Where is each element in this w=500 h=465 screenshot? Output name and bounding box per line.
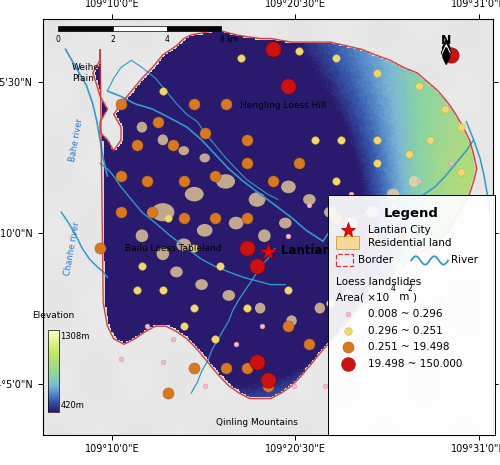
Text: 0.251 ~ 19.498: 0.251 ~ 19.498 <box>368 342 449 352</box>
Text: River: River <box>452 255 478 266</box>
Text: Qinling Mountains: Qinling Mountains <box>216 418 298 426</box>
Polygon shape <box>442 40 450 56</box>
Ellipse shape <box>178 146 189 155</box>
Ellipse shape <box>370 279 380 290</box>
Ellipse shape <box>185 187 204 201</box>
Text: 1308m: 1308m <box>60 332 90 341</box>
Text: Chanhe river: Chanhe river <box>62 221 81 276</box>
Ellipse shape <box>216 174 235 189</box>
Text: Lantian City: Lantian City <box>368 225 430 235</box>
Ellipse shape <box>314 303 325 313</box>
Ellipse shape <box>409 176 419 187</box>
Ellipse shape <box>279 218 291 228</box>
Ellipse shape <box>136 229 148 242</box>
Ellipse shape <box>324 207 336 218</box>
Ellipse shape <box>366 207 378 218</box>
Text: N: N <box>441 34 452 47</box>
Bar <box>336 236 359 249</box>
Text: 4: 4 <box>164 35 170 44</box>
Ellipse shape <box>258 229 270 242</box>
Ellipse shape <box>176 239 191 251</box>
Ellipse shape <box>303 194 316 205</box>
Bar <box>112 26 167 31</box>
Ellipse shape <box>343 290 353 301</box>
Ellipse shape <box>197 224 212 237</box>
Ellipse shape <box>152 203 174 221</box>
Ellipse shape <box>286 315 297 326</box>
Text: Bahe river: Bahe river <box>68 118 84 162</box>
Text: Weihe
Plain: Weihe Plain <box>72 63 100 83</box>
Ellipse shape <box>136 122 147 133</box>
Ellipse shape <box>222 290 235 301</box>
Ellipse shape <box>387 189 400 199</box>
Text: Hengling Loess Hill: Hengling Loess Hill <box>240 101 326 110</box>
Ellipse shape <box>229 217 244 229</box>
Ellipse shape <box>248 193 266 207</box>
Text: 2: 2 <box>407 284 412 293</box>
Ellipse shape <box>255 303 266 313</box>
Text: 19.498 ~ 150.000: 19.498 ~ 150.000 <box>368 359 462 369</box>
Text: 8: 8 <box>219 35 224 44</box>
Text: Legend: Legend <box>384 207 438 220</box>
Text: 0: 0 <box>56 35 60 44</box>
Text: 2: 2 <box>110 35 115 44</box>
Ellipse shape <box>281 180 296 193</box>
Text: 4: 4 <box>390 284 395 293</box>
Text: 0.296 ~ 0.251: 0.296 ~ 0.251 <box>368 326 442 336</box>
Ellipse shape <box>170 266 182 277</box>
Text: Residential land: Residential land <box>368 238 451 248</box>
Text: ): ) <box>412 292 416 302</box>
Text: Lantian City: Lantian City <box>281 244 361 257</box>
Text: Elevation: Elevation <box>32 312 74 320</box>
Ellipse shape <box>240 242 253 255</box>
Text: Area( ×10: Area( ×10 <box>336 292 389 302</box>
Text: Border: Border <box>358 255 393 266</box>
Bar <box>336 254 352 266</box>
Bar <box>58 26 112 31</box>
Ellipse shape <box>158 134 168 145</box>
Text: m: m <box>396 292 409 302</box>
Polygon shape <box>442 50 450 65</box>
Text: 420m: 420m <box>60 401 84 410</box>
Text: km: km <box>226 35 238 44</box>
Ellipse shape <box>345 218 358 228</box>
Text: Bailu Loess Tableland: Bailu Loess Tableland <box>125 244 222 253</box>
Ellipse shape <box>196 279 208 290</box>
Text: Loess landslides: Loess landslides <box>336 277 421 287</box>
Ellipse shape <box>156 247 169 260</box>
Bar <box>167 26 222 31</box>
Ellipse shape <box>200 153 210 162</box>
Text: 0.008 ~ 0.296: 0.008 ~ 0.296 <box>368 309 442 319</box>
Polygon shape <box>442 42 451 63</box>
